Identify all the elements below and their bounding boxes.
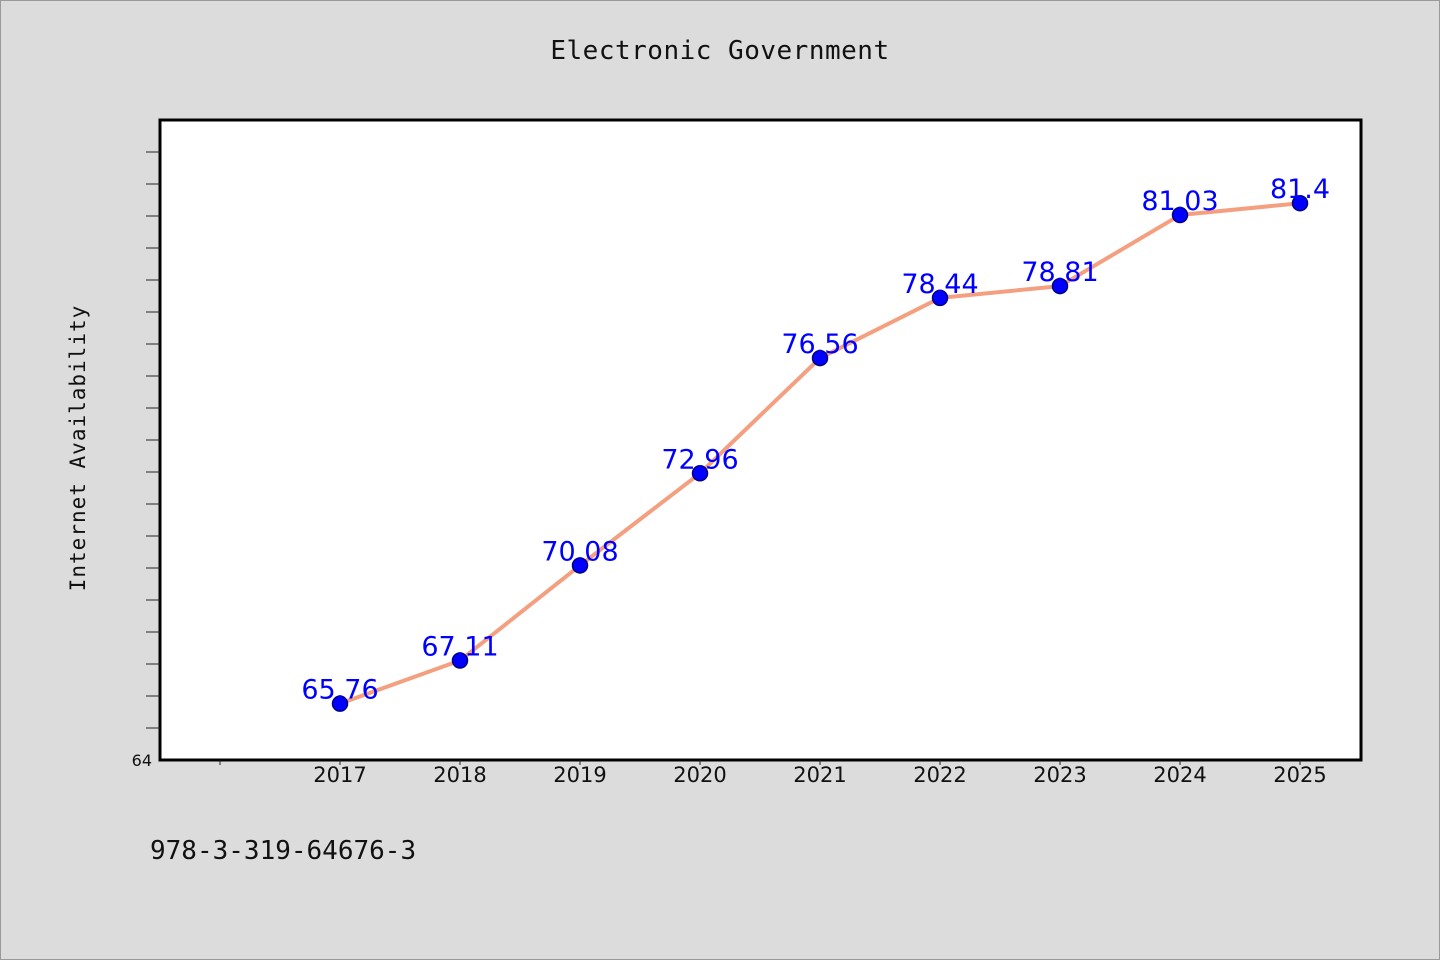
data-label: 65.76 [301, 675, 378, 706]
data-point [931, 289, 949, 307]
x-tick-label: 2017 [313, 763, 366, 787]
data-label: 76.56 [781, 329, 858, 360]
x-tick-label: 2025 [1273, 763, 1326, 787]
data-label: 81.03 [1141, 186, 1218, 217]
chart-title: Electronic Government [550, 36, 890, 66]
data-point [451, 652, 469, 669]
x-tick-label: 2023 [1033, 763, 1086, 787]
data-label: 67.11 [421, 631, 498, 662]
data-point [1171, 206, 1189, 224]
x-axis-ticks [219, 760, 1301, 765]
x-tick-label: 2022 [913, 763, 966, 787]
data-point [571, 557, 589, 574]
x-tick-label: 2024 [1153, 763, 1206, 787]
data-labels: 65.76 67.11 70.08 72.96 76.56 78.44 78.81 81.03… [301, 174, 1330, 705]
x-tick-label: 2019 [553, 763, 606, 787]
x-tick-label: 2021 [793, 763, 846, 787]
data-markers [331, 194, 1309, 712]
data-label: 81.4 [1270, 174, 1330, 205]
data-label: 72.96 [661, 444, 738, 475]
data-label: 78.81 [1021, 257, 1098, 288]
y-tick-label-min: 64 [132, 751, 152, 770]
x-tick-label: 2018 [433, 763, 486, 787]
data-label: 78.44 [901, 269, 978, 300]
data-point [811, 349, 829, 367]
footer-isbn: 978-3-319-64676-3 [150, 836, 417, 866]
data-point [1051, 277, 1069, 295]
x-axis-tick-labels: 2017 2018 2019 2020 2021 2022 2023 2024 2025 [313, 763, 1326, 787]
y-axis-ticks [146, 151, 160, 729]
data-point [691, 465, 709, 482]
data-point [331, 695, 349, 712]
x-tick-label: 2020 [673, 763, 726, 787]
data-point [1291, 194, 1309, 212]
data-label: 70.08 [541, 536, 618, 567]
